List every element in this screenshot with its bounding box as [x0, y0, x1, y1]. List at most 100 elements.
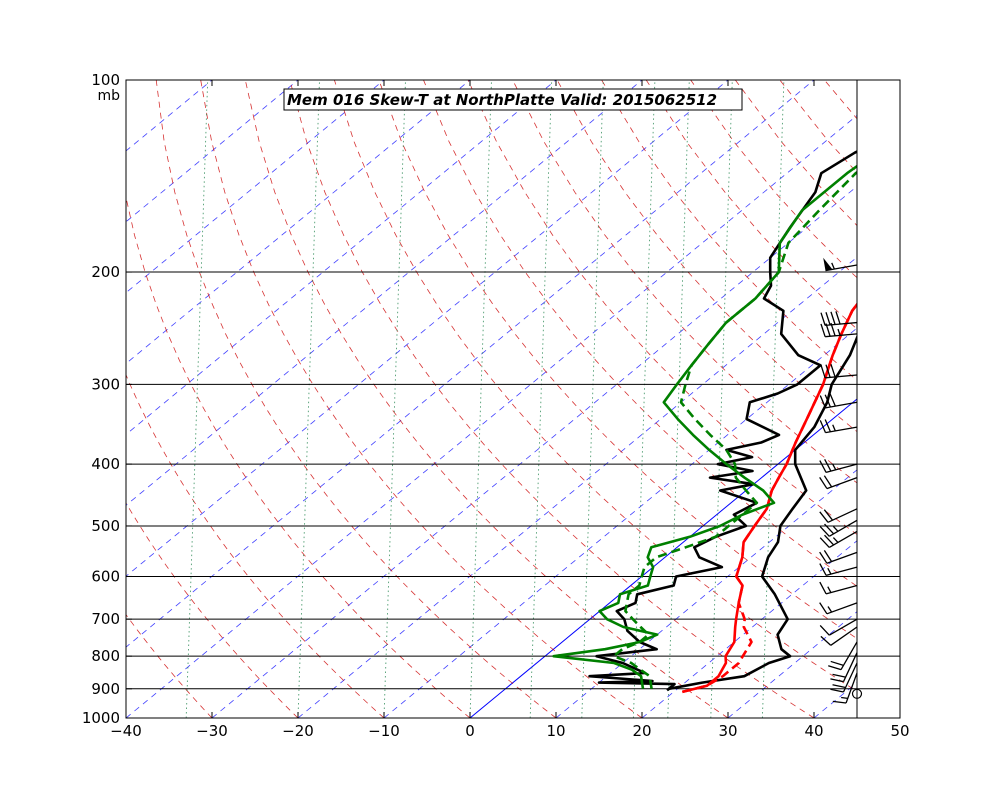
barb-full: [819, 477, 828, 489]
barb-full: [830, 311, 836, 325]
dry-adiabat: [289, 80, 815, 718]
barb-half: [827, 586, 832, 593]
dry-adiabat: [378, 80, 857, 640]
profile-series-3: [681, 302, 857, 694]
wind-barb: [830, 652, 858, 683]
dry-adiabat: [126, 613, 213, 718]
chart-title: Mem 016 Skew-T at NorthPlatte Valid: 201…: [287, 91, 717, 109]
barb-half: [832, 463, 837, 471]
barb-full: [823, 550, 833, 562]
wind-barb: [819, 419, 858, 434]
mixing-ratio-line: [667, 80, 690, 718]
barb-full: [825, 312, 831, 326]
wind-barb-panel: [819, 80, 863, 718]
plot-frame: [125, 79, 901, 719]
barb-full: [824, 459, 832, 472]
isotherm: [555, 469, 857, 718]
barb-full: [830, 322, 836, 337]
barb-half: [837, 328, 841, 336]
x-tick-label: −10: [368, 722, 400, 740]
x-tick-label: 20: [632, 722, 651, 740]
barb-shaft: [825, 584, 858, 595]
y-tick-label: 900: [91, 680, 120, 698]
barb-full: [819, 395, 827, 409]
barb-shaft: [825, 401, 858, 409]
mixing-ratio-line: [710, 80, 733, 718]
barb-full: [819, 526, 830, 537]
isotherm: [383, 327, 857, 718]
barb-half: [841, 696, 848, 699]
barb-shaft: [842, 662, 858, 693]
wind-barb: [819, 550, 858, 564]
wind-barb: [819, 508, 858, 523]
wind-barb: [820, 311, 858, 327]
chart-title-box: Mem 016 Skew-T at NorthPlatte Valid: 201…: [283, 88, 743, 111]
wind-barb: [819, 475, 858, 490]
barb-full: [823, 475, 833, 488]
barb-full: [819, 624, 830, 636]
wind-barb: [819, 530, 858, 548]
wind-barb: [820, 322, 858, 338]
barb-shaft: [825, 463, 858, 474]
wind-barb: [819, 519, 858, 537]
barb-full: [825, 323, 831, 337]
barb-full: [820, 635, 832, 646]
mixing-ratio-line: [469, 80, 492, 718]
y-tick-label: 100: [91, 71, 120, 89]
barb-full: [819, 602, 828, 615]
wind-barb: [828, 641, 858, 671]
x-tick-label: 40: [804, 722, 823, 740]
y-tick-label: 300: [91, 375, 120, 393]
barb-shaft: [825, 333, 858, 338]
barb-full: [819, 537, 830, 548]
isotherm: [297, 256, 857, 718]
profile-series-5: [612, 170, 857, 690]
barb-shaft: [840, 641, 858, 670]
y-tick-label: 800: [91, 647, 120, 665]
mixing-ratio-line: [581, 80, 604, 718]
barb-full: [824, 394, 832, 408]
barb-shaft: [827, 508, 858, 523]
barb-shaft: [825, 566, 858, 576]
barb-full: [830, 688, 844, 693]
barb-full: [819, 460, 827, 473]
y-tick-label: 600: [91, 567, 120, 585]
calm-wind-marker: [851, 688, 863, 699]
barb-full: [835, 311, 841, 325]
barb-full: [820, 364, 826, 378]
isotherm: [211, 185, 857, 718]
mixing-ratio-line: [297, 80, 320, 718]
wind-barb: [819, 459, 858, 474]
pressure-grid: [126, 271, 900, 690]
profile-lines: [552, 150, 857, 694]
barb-shaft: [825, 321, 858, 327]
profile-series-1: [588, 150, 857, 692]
dry-adiabat: [423, 80, 857, 587]
isotherm: [126, 80, 815, 648]
barb-half: [827, 567, 832, 575]
barb-shaft: [830, 626, 858, 646]
x-tick-label: −30: [196, 722, 228, 740]
barb-shaft: [842, 652, 858, 682]
barb-full: [825, 364, 831, 378]
barb-shaft: [825, 374, 858, 379]
barb-full: [819, 511, 829, 523]
dry-adiabat: [244, 80, 729, 718]
wind-barb: [819, 563, 858, 576]
barb-shaft: [828, 530, 858, 548]
barb-full: [830, 364, 836, 378]
x-tick-label: −40: [110, 722, 142, 740]
barb-full: [828, 665, 842, 671]
isotherm: [126, 114, 857, 718]
barb-full: [819, 551, 828, 564]
barb-full: [832, 684, 846, 689]
barb-full: [820, 323, 826, 337]
barb-full: [823, 509, 834, 521]
barb-full: [819, 563, 827, 576]
barb-full: [832, 700, 847, 704]
barb-full: [824, 523, 835, 535]
x-tick-label: 50: [890, 722, 909, 740]
barb-half: [827, 606, 833, 613]
